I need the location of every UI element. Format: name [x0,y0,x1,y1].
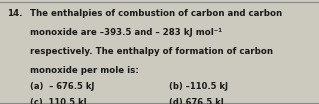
Text: monoxide per mole is:: monoxide per mole is: [30,66,139,75]
Text: monoxide are –393.5 and – 283 kJ mol⁻¹: monoxide are –393.5 and – 283 kJ mol⁻¹ [30,28,222,37]
Text: (a)  – 676.5 kJ: (a) – 676.5 kJ [30,82,95,91]
Text: 14.: 14. [7,9,23,18]
Text: respectively. The enthalpy of formation of carbon: respectively. The enthalpy of formation … [30,47,273,56]
Text: (b) –110.5 kJ: (b) –110.5 kJ [169,82,228,91]
Text: The enthalpies of combustion of carbon and carbon: The enthalpies of combustion of carbon a… [30,9,282,18]
Text: (d) 676.5 kJ: (d) 676.5 kJ [169,98,224,104]
Text: (c)  110.5 kJ: (c) 110.5 kJ [30,98,87,104]
